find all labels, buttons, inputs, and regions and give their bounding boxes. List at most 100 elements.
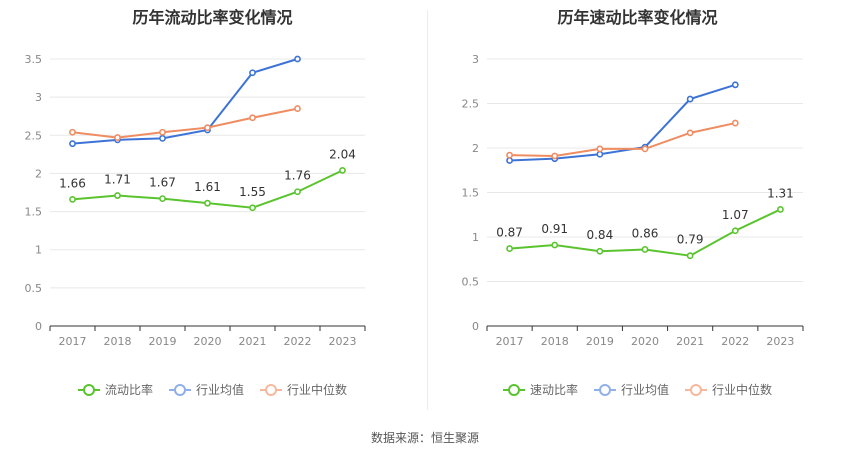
x-tick-label: 2023 <box>329 335 357 348</box>
legend-marker-icon <box>260 383 282 396</box>
x-tick-label: 2022 <box>284 335 312 348</box>
data-point <box>596 150 604 158</box>
data-point <box>506 151 513 159</box>
data-point <box>686 95 694 103</box>
data-point <box>114 134 121 141</box>
legend-item-quick-ratio[interactable]: 速动比率 <box>502 381 578 398</box>
data-point <box>641 246 649 253</box>
x-tick-label: 2021 <box>239 335 267 348</box>
legend-item-industry-median[interactable]: 行业中位数 <box>260 381 347 398</box>
x-tick-label: 2019 <box>149 335 177 348</box>
data-label: 1.07 <box>722 208 749 222</box>
legend-label: 流动比率 <box>104 383 153 397</box>
data-point <box>159 128 166 136</box>
x-tick-label: 2019 <box>586 335 614 348</box>
data-point <box>596 247 604 255</box>
legend-marker-icon <box>593 383 616 396</box>
y-tick-label: 3 <box>472 53 479 66</box>
data-point <box>731 119 739 127</box>
data-label: 1.61 <box>194 180 221 194</box>
data-label: 2.04 <box>329 147 356 161</box>
legend-label: 行业中位数 <box>287 383 348 397</box>
chart-title: 历年流动比率变化情况 <box>132 8 293 27</box>
x-tick-label: 2017 <box>496 335 524 348</box>
y-tick-label: 2.5 <box>462 98 480 111</box>
data-point <box>69 128 76 136</box>
current-ratio-chart-panel: 历年流动比率变化情况 0 0.5 1 1.5 2 2.5 3 3.5 2017 2018 2019 2… <box>0 0 425 420</box>
legend-label: 速动比率 <box>529 383 578 397</box>
data-label: 0.79 <box>677 233 704 247</box>
data-point <box>506 157 513 164</box>
y-tick-label: 3.5 <box>25 53 43 66</box>
legend-item-industry-mean[interactable]: 行业均值 <box>593 381 669 398</box>
x-tick-label: 2020 <box>631 335 659 348</box>
quick-ratio-chart-panel: 历年速动比率变化情况 0 0.5 1 1.5 2 2.5 3 2017 2018 2019 2020… <box>425 0 850 420</box>
data-point <box>506 245 513 252</box>
data-point <box>159 134 166 142</box>
series-line-industry-mean <box>72 58 298 145</box>
legend-marker-icon <box>502 383 525 396</box>
data-point <box>777 206 784 213</box>
x-tick-label: 2018 <box>104 335 132 348</box>
data-label: 1.66 <box>59 176 86 190</box>
data-point <box>114 192 121 199</box>
data-point <box>731 227 739 235</box>
data-label: 1.31 <box>767 186 794 200</box>
data-label: 1.71 <box>104 173 131 187</box>
data-point <box>159 195 166 203</box>
data-point <box>641 145 649 153</box>
data-point <box>69 140 76 148</box>
y-tick-label: 1.5 <box>25 206 43 219</box>
legend-item-industry-mean[interactable]: 行业均值 <box>168 381 244 398</box>
y-tick-label: 1.5 <box>462 187 480 200</box>
data-source-note: 数据来源：恒生聚源 <box>370 431 479 445</box>
legend-marker-icon <box>685 383 707 396</box>
legend-marker-icon <box>168 383 191 396</box>
data-point <box>204 124 211 132</box>
data-point <box>69 195 76 203</box>
data-label: 0.87 <box>496 226 523 240</box>
legend: 流动比率 行业均值 行业中位数 <box>0 381 425 398</box>
x-tick-label: 2022 <box>721 335 749 348</box>
data-point <box>294 188 301 196</box>
y-tick-label: 3 <box>35 91 42 104</box>
series-line-industry-mean <box>509 83 736 162</box>
data-point <box>686 129 694 137</box>
legend-label: 行业均值 <box>620 383 669 397</box>
data-label: 1.76 <box>284 169 311 183</box>
data-point <box>249 69 256 77</box>
quick-ratio-plot: 0 0.5 1 1.5 2 2.5 3 2017 2018 2019 2020 2021 2022 202… <box>462 53 804 348</box>
y-tick-label: 2.5 <box>25 129 43 142</box>
data-point <box>294 55 301 63</box>
data-label: 1.67 <box>149 176 176 190</box>
panel-divider <box>427 10 428 410</box>
data-point <box>551 152 559 160</box>
legend-item-industry-median[interactable]: 行业中位数 <box>685 381 772 398</box>
y-tick-label: 0.5 <box>462 276 480 289</box>
y-tick-label: 1 <box>472 231 479 244</box>
legend-label: 行业均值 <box>195 383 244 397</box>
x-tick-label: 2023 <box>766 335 794 348</box>
data-point <box>204 199 211 207</box>
chart-title: 历年速动比率变化情况 <box>557 8 718 27</box>
y-tick-label: 0 <box>472 320 479 333</box>
data-label: 0.86 <box>632 226 659 240</box>
current-ratio-plot: 0 0.5 1 1.5 2 2.5 3 3.5 2017 2018 2019 2020 2021 2022… <box>25 53 366 348</box>
x-tick-label: 2018 <box>541 335 569 348</box>
data-point <box>731 81 739 89</box>
y-tick-label: 2 <box>35 167 42 180</box>
data-label: 0.84 <box>586 228 613 242</box>
data-point <box>294 105 301 112</box>
legend-marker-icon <box>77 383 100 396</box>
legend-label: 行业中位数 <box>712 383 773 397</box>
data-point <box>339 166 346 174</box>
y-tick-label: 0.5 <box>25 282 43 295</box>
data-label: 1.55 <box>239 185 266 199</box>
x-tick-label: 2021 <box>676 335 704 348</box>
data-label: 0.91 <box>541 222 568 236</box>
legend-item-current-ratio[interactable]: 流动比率 <box>77 381 153 398</box>
legend: 速动比率 行业均值 行业中位数 <box>425 381 850 398</box>
y-tick-label: 1 <box>35 244 42 257</box>
y-tick-label: 0 <box>35 320 42 333</box>
series-line-industry-median <box>509 122 736 158</box>
